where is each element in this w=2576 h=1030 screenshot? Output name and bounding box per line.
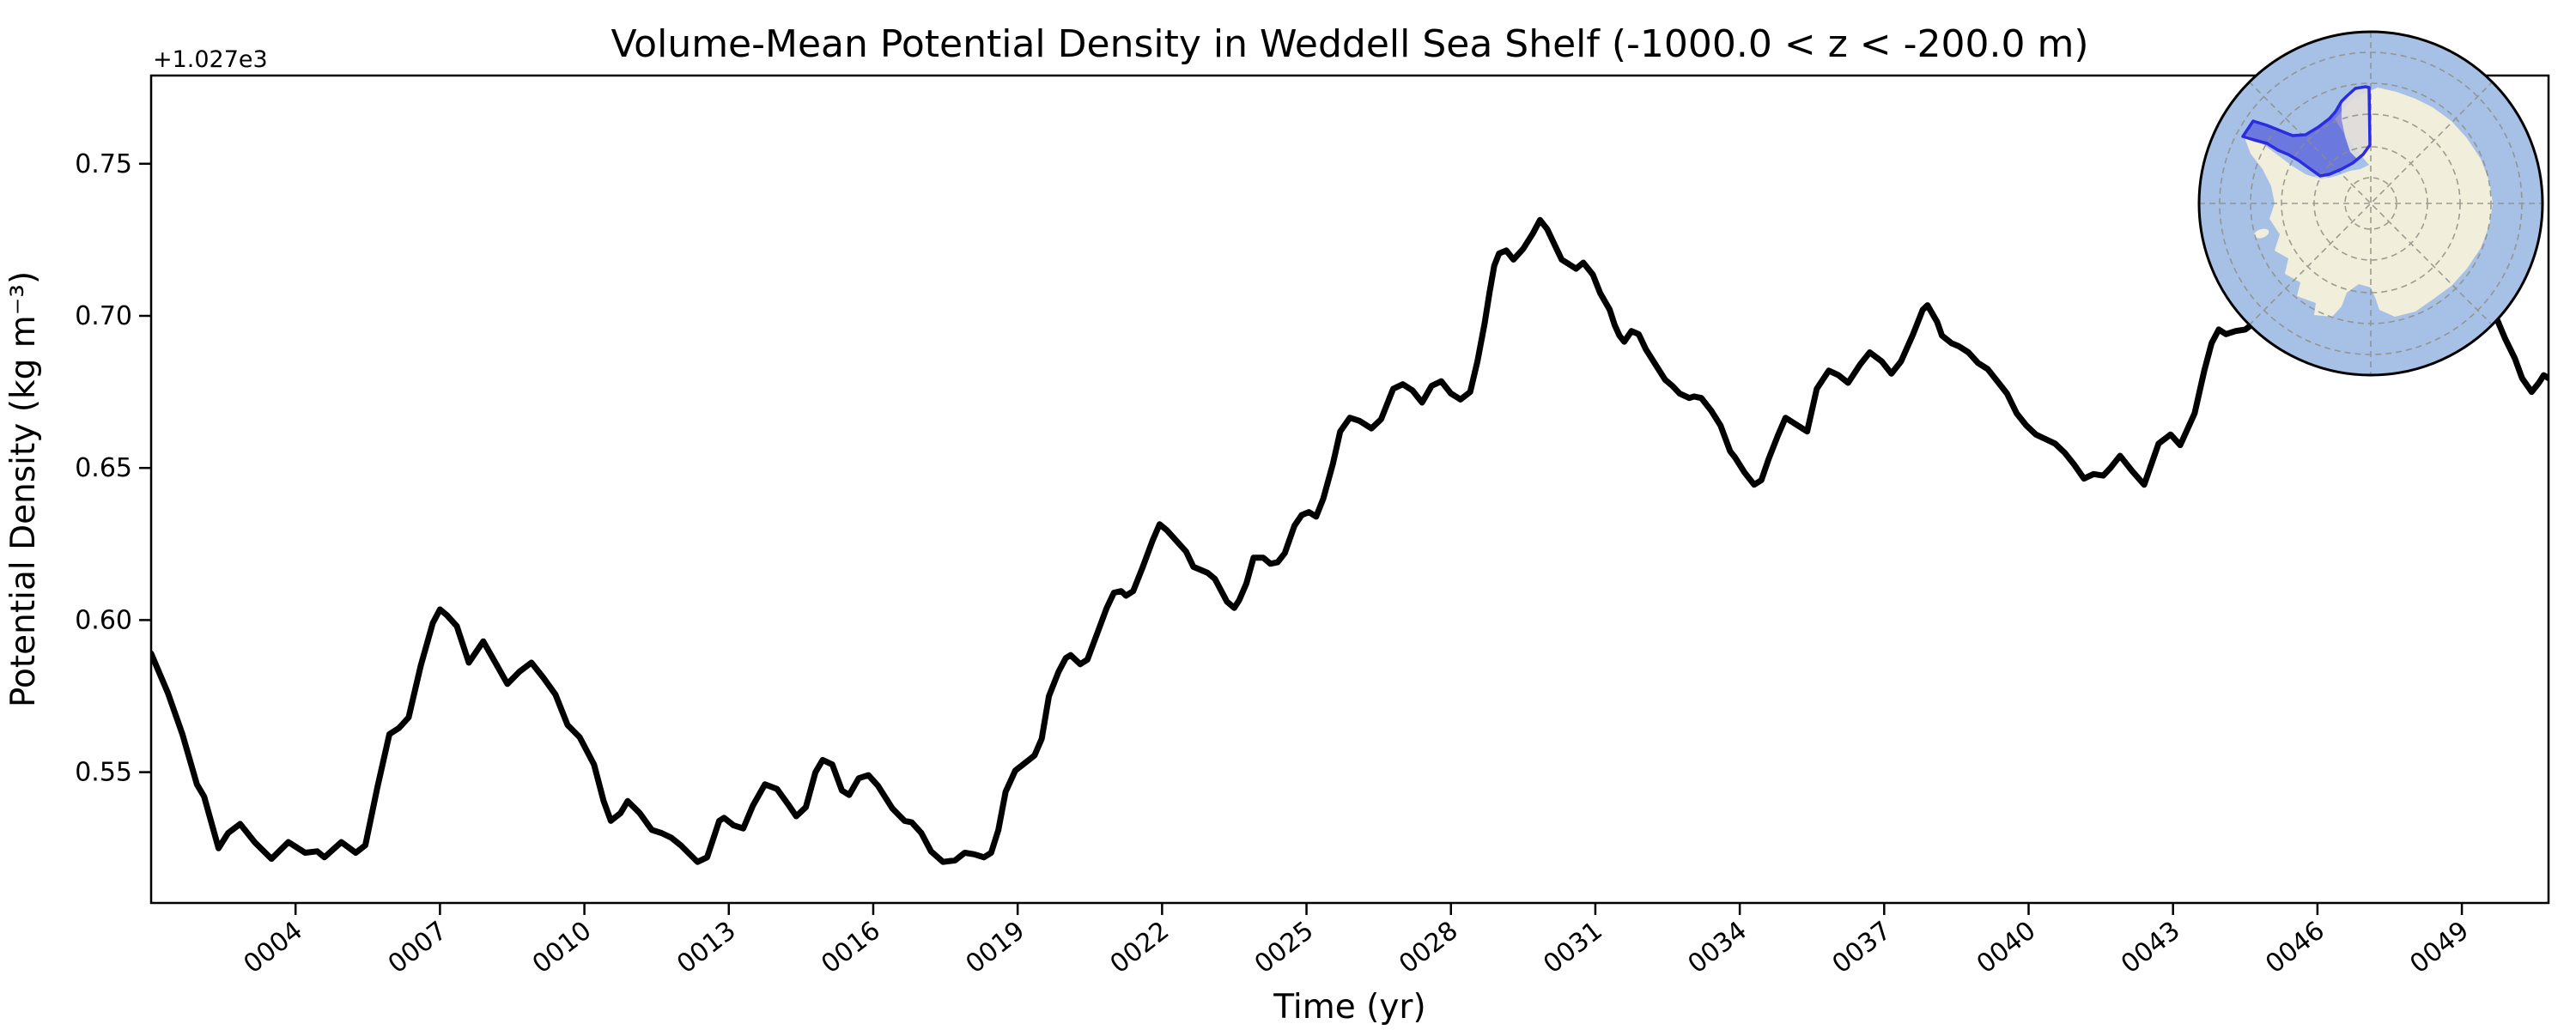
- y-axis-ticks: 0.55 0.60 0.65 0.70 0.75: [75, 149, 151, 788]
- y-tick-label: 0.55: [75, 758, 132, 788]
- x-tick-label: 0022: [1105, 916, 1176, 980]
- x-tick-label: 0049: [2404, 916, 2475, 980]
- ice-shelf-patch: [2302, 175, 2330, 191]
- y-tick-label: 0.65: [75, 453, 132, 483]
- x-tick-label: 0040: [1971, 916, 2042, 980]
- antarctica-landmass: [2243, 88, 2493, 317]
- x-tick-label: 0043: [2116, 916, 2186, 980]
- x-tick-label: 0028: [1394, 916, 1464, 980]
- y-tick-label: 0.75: [75, 149, 132, 179]
- map-outline: [2197, 30, 2544, 377]
- y-axis-offset-label: +1.027e3: [153, 46, 268, 73]
- x-tick-label: 0013: [671, 916, 742, 980]
- plot-area: [149, 74, 2550, 905]
- y-axis-label: Potential Density (kg m⁻³): [4, 271, 43, 707]
- figure-title: Volume-Mean Potential Density in Weddell…: [611, 22, 2088, 66]
- x-axis-label: Time (yr): [1273, 988, 1425, 1027]
- x-axis-ticks: 0004 0007 0010 0013 0016 0019 0022 0025 0028 0031…: [238, 903, 2475, 979]
- x-tick-label: 0007: [383, 916, 453, 980]
- x-tick-label: 0004: [238, 916, 308, 980]
- x-tick-label: 0034: [1682, 916, 1753, 980]
- potential-density-line: [151, 216, 2549, 865]
- x-tick-label: 0025: [1249, 916, 1320, 980]
- coastal-island: [2253, 228, 2269, 239]
- x-tick-label: 0010: [527, 916, 598, 980]
- x-tick-label: 0046: [2260, 916, 2330, 980]
- map-graticule: [2200, 33, 2542, 374]
- y-tick-label: 0.70: [75, 301, 132, 331]
- x-tick-label: 0019: [960, 916, 1030, 980]
- ice-shelf-patch: [2280, 184, 2299, 197]
- weddell-region-overland: [2342, 87, 2370, 159]
- y-tick-label: 0.60: [75, 605, 132, 635]
- x-tick-label: 0037: [1827, 916, 1898, 980]
- weddell-region-border: [2241, 85, 2372, 178]
- x-tick-label: 0016: [816, 916, 886, 980]
- inset-map: [2197, 30, 2544, 377]
- x-tick-label: 0031: [1538, 916, 1608, 980]
